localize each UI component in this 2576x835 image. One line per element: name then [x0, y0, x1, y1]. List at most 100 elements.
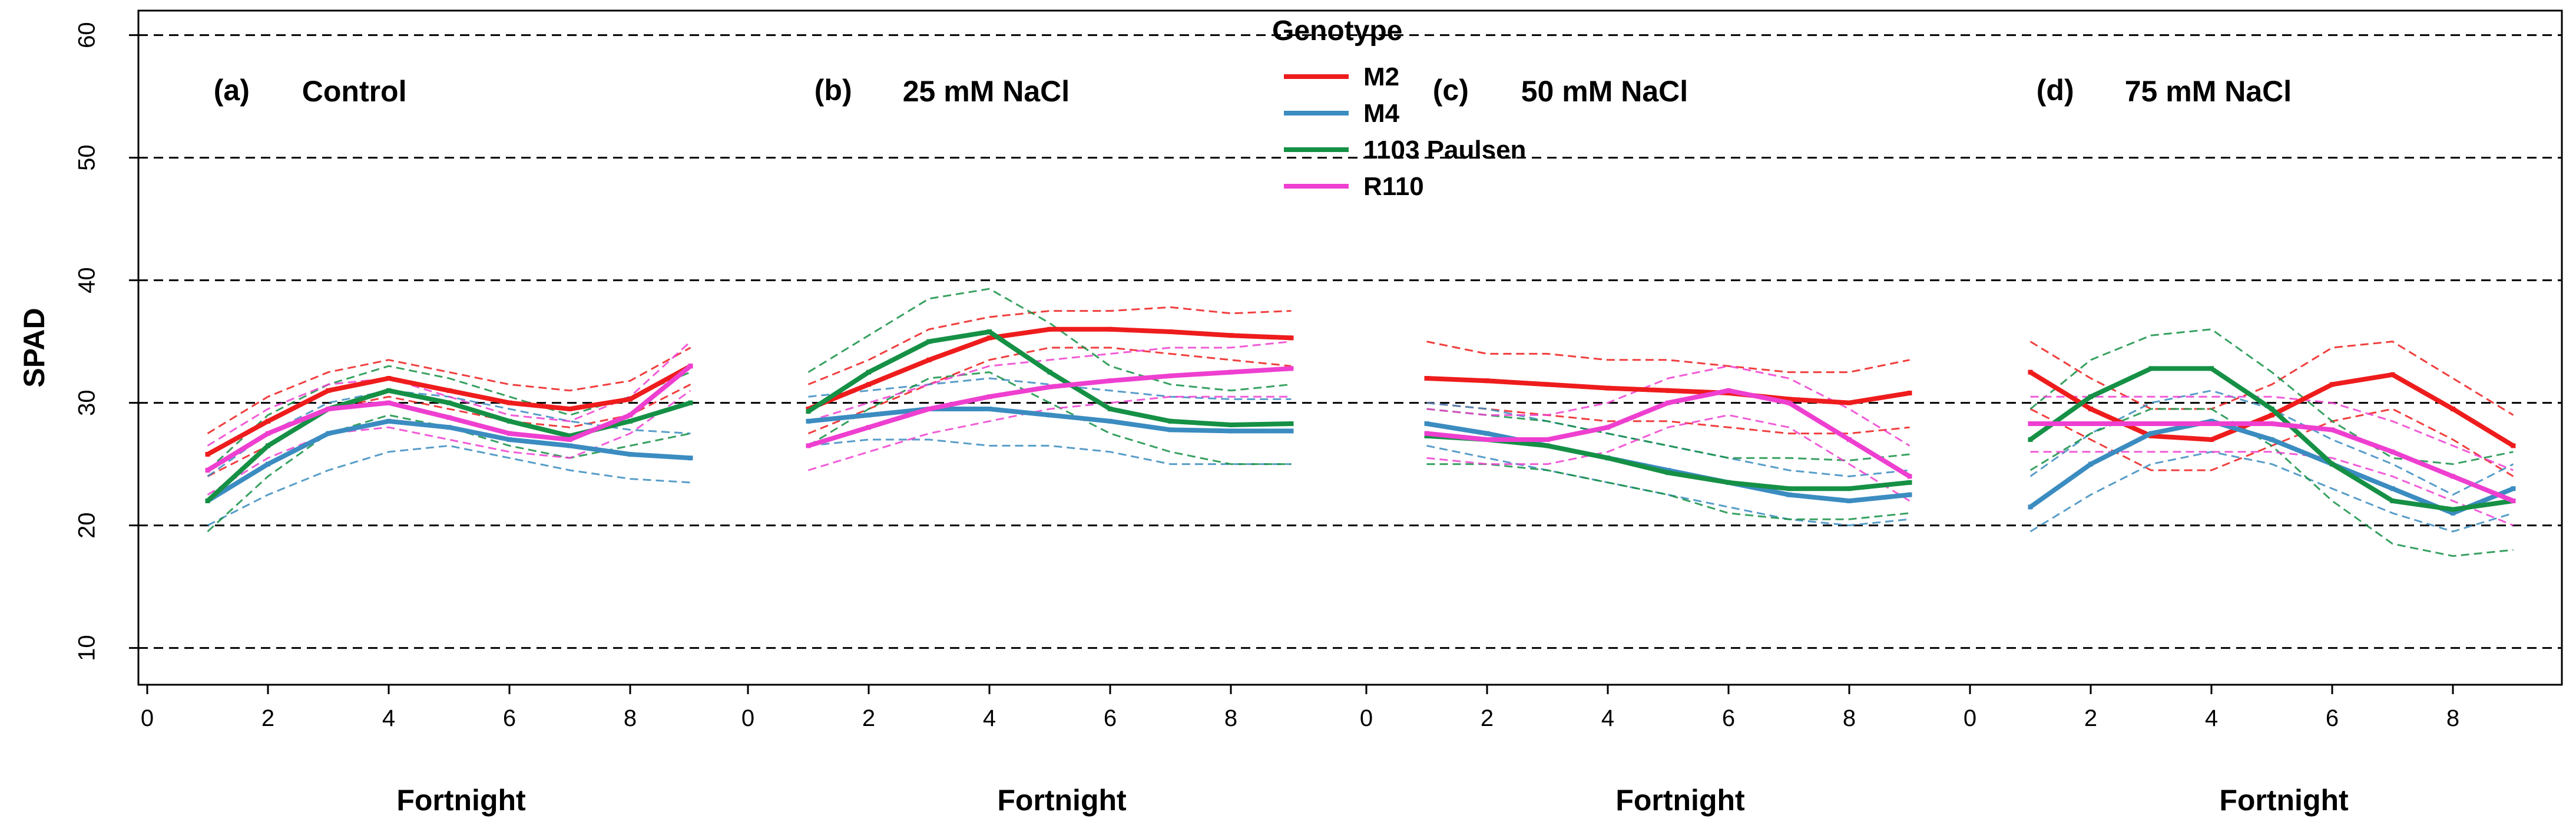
panel-2-r110-point-3 — [926, 407, 932, 411]
panel-2-1103-paulsen-lower-band — [807, 371, 1292, 466]
panel-1-r110-point-3 — [326, 407, 331, 411]
legend-title: Genotype — [1272, 15, 1402, 47]
panel-4-1103-paulsen-point-6 — [2330, 461, 2335, 467]
panel-4-r110-point-8 — [2451, 474, 2455, 479]
panel-2-r110-point-7 — [1168, 373, 1173, 378]
panel-4-x-tick-label-4: 4 — [2205, 705, 2218, 731]
panel-4-m4-point-1 — [2028, 504, 2033, 510]
panel-3-r110-point-9 — [1907, 474, 1912, 479]
panel-2-1103-paulsen-point-1 — [806, 409, 811, 414]
panel-2-1103-paulsen-point-3 — [926, 339, 932, 344]
panel-3-m4-upper-band — [1426, 402, 1910, 477]
confidence-bands — [207, 288, 2514, 557]
panel-2-1103-paulsen-point-7 — [1168, 418, 1173, 424]
panel-2-title: 25 mM NaCl — [903, 75, 1070, 108]
panel-4-r110-point-4 — [2209, 421, 2214, 426]
panel-1-1103-paulsen-lower-band — [207, 414, 691, 533]
panel-2-m4-line — [806, 407, 1294, 434]
panel-2-1103-paulsen-point-2 — [866, 369, 871, 375]
panel-4-r110-point-9 — [2511, 499, 2516, 503]
panel-3-r110-point-7 — [1786, 400, 1792, 405]
panel-2-m2-point-3 — [926, 357, 932, 362]
panel-1-1103-paulsen-point-5 — [446, 400, 452, 405]
panel-4-m4-point-8 — [2451, 510, 2455, 516]
panel-2-m2-point-6 — [1108, 326, 1112, 332]
panel-2-m4-point-7 — [1168, 427, 1173, 433]
panel-2-m2-lower-band — [807, 346, 1292, 434]
panel-2-m4-point-9 — [1289, 428, 1294, 434]
panel-3-1103-paulsen-point-6 — [1726, 480, 1731, 485]
panel-4-r110-point-2 — [2088, 421, 2093, 426]
panel-1-m4-point-6 — [507, 437, 512, 442]
panel-4-m2-point-1 — [2028, 369, 2033, 375]
panel-4-m2-lower-band — [2029, 408, 2514, 477]
panel-3-r110-lower-band — [1426, 414, 1911, 502]
panel-2-1103-paulsen-point-4 — [987, 329, 992, 334]
panel-4-title: 75 mM NaCl — [2125, 75, 2292, 108]
panel-4-1103-paulsen-point-3 — [2148, 366, 2154, 371]
panel-3-m4-point-7 — [1786, 492, 1792, 497]
panel-3-r110-point-8 — [1847, 437, 1852, 442]
legend-r110-label: R110 — [1363, 172, 1424, 201]
panel-3-r110-point-3 — [1545, 437, 1550, 442]
panel-3-m2-point-2 — [1485, 378, 1489, 384]
panel-2-m2-upper-band — [807, 306, 1292, 385]
panel-3-r110-point-5 — [1666, 400, 1671, 405]
panel-3-m4-point-9 — [1907, 492, 1912, 497]
panel-4-m2-point-6 — [2330, 382, 2335, 387]
panel-1-r110-point-4 — [386, 400, 391, 405]
panel-2-r110-point-4 — [987, 394, 992, 400]
panel-4-m2-point-4 — [2209, 437, 2214, 442]
panel-2-1103-paulsen-point-5 — [1047, 369, 1052, 375]
panel-1-1103-paulsen-line — [205, 388, 693, 503]
panel-3-m4-lower-band — [1426, 444, 1910, 527]
panel-1-1103-paulsen-point-4 — [386, 388, 391, 393]
y-tick-label-10: 10 — [74, 635, 100, 661]
panel-1-m4-point-5 — [446, 425, 452, 430]
panel-1-m2-upper-band — [207, 346, 691, 434]
panel-3-x-tick-label-6: 6 — [1722, 705, 1735, 731]
panel-3-1103-paulsen-point-9 — [1907, 480, 1912, 485]
y-tick-label-30: 30 — [74, 390, 100, 416]
panel-3-m4-point-8 — [1847, 499, 1852, 503]
panel-2-x-tick-label-4: 4 — [983, 705, 996, 731]
panel-4-m2-point-2 — [2088, 407, 2093, 411]
panel-2-r110-point-8 — [1229, 369, 1233, 375]
panel-2-m4-point-1 — [806, 418, 811, 424]
panel-3-m2-lower-band — [1426, 402, 1910, 435]
panel-2-r110-point-6 — [1108, 378, 1112, 384]
panel-4-1103-paulsen-point-7 — [2390, 499, 2395, 503]
panel-1-r110-point-9 — [688, 364, 693, 369]
y-tick-label-20: 20 — [74, 512, 100, 539]
panel-2-tag: (b) — [814, 74, 852, 107]
panel-3-1103-paulsen-point-3 — [1545, 443, 1550, 448]
y-tick-label-60: 60 — [74, 22, 100, 48]
y-tick-label-50: 50 — [74, 144, 100, 171]
panel-1-m4-point-7 — [567, 443, 572, 448]
panel-3-m4-point-1 — [1424, 421, 1429, 426]
panel-3-m4-point-2 — [1485, 431, 1489, 436]
legend: Genotype M2 M4 1103 Paulsen R110 — [1272, 15, 1526, 201]
panel-2-r110-point-2 — [866, 425, 871, 430]
panel-2-r110-point-5 — [1047, 384, 1052, 390]
panel-2-1103-paulsen-point-8 — [1229, 423, 1233, 428]
y-axis-title: SPAD — [18, 308, 51, 387]
panel-2-x-tick-label-8: 8 — [1224, 705, 1237, 731]
panel-4-1103-paulsen-point-5 — [2269, 407, 2274, 411]
panel-1-m4-point-3 — [326, 431, 331, 436]
panel-2-r110-lower-band — [808, 395, 1292, 471]
panel-1-1103-paulsen-point-1 — [205, 499, 210, 503]
panel-1-x-tick-label-6: 6 — [503, 705, 516, 731]
panel-1-x-axis-title: Fortnight — [396, 784, 526, 817]
panel-3-1103-paulsen-point-8 — [1847, 486, 1852, 491]
panel-1-1103-paulsen-point-8 — [628, 418, 633, 424]
panel-1-r110-point-8 — [628, 412, 633, 418]
panel-4-m4-point-7 — [2390, 486, 2395, 491]
panel-2-r110-upper-band — [808, 341, 1292, 423]
panel-4-1103-paulsen-point-2 — [2088, 394, 2093, 400]
plot-frame — [137, 9, 2563, 686]
panel-2-m4-point-4 — [987, 407, 992, 411]
panel-2-m4-point-5 — [1047, 412, 1052, 418]
panel-3-r110-point-1 — [1424, 431, 1429, 436]
